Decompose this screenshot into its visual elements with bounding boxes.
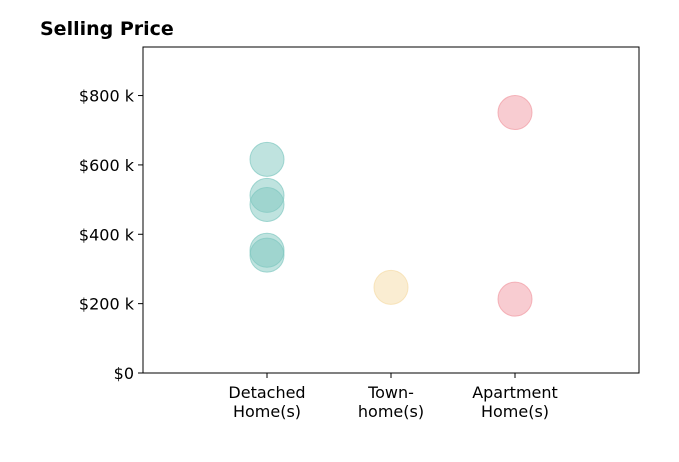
- y-tick-label: $600 k: [79, 156, 135, 175]
- point: [249, 141, 285, 177]
- point: [497, 281, 533, 317]
- y-tick-label: $800 k: [79, 87, 135, 106]
- point: [497, 95, 533, 131]
- y-tick-label: $200 k: [79, 295, 135, 314]
- chart-title: Selling Price: [40, 18, 174, 40]
- x-tick-label: Detached Home(s): [228, 383, 305, 421]
- plot-frame: [142, 46, 640, 374]
- point: [249, 186, 285, 222]
- x-tick-label: Apartment Home(s): [472, 383, 558, 421]
- point: [373, 269, 409, 305]
- x-tick-label-line: Home(s): [481, 402, 549, 421]
- x-tick-label-line: home(s): [358, 402, 424, 421]
- y-tick-label: $400 k: [79, 225, 135, 244]
- x-tick-label-line: Town-: [367, 383, 414, 402]
- x-tick-label-line: Apartment: [472, 383, 558, 402]
- x-tick-label: Town-home(s): [358, 383, 424, 421]
- x-tick-label-line: Home(s): [233, 402, 301, 421]
- y-tick-label: $0: [114, 364, 134, 383]
- x-tick-label-line: Detached: [228, 383, 305, 402]
- point: [249, 237, 285, 273]
